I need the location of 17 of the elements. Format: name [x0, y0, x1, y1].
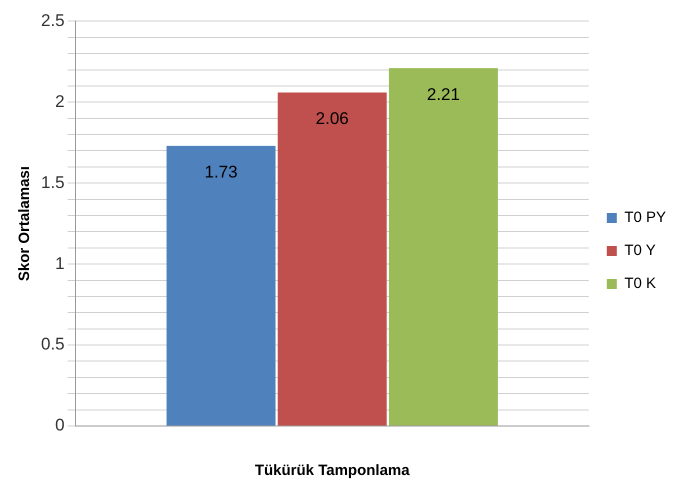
data-label: 2.06 [316, 109, 349, 128]
bar [166, 146, 276, 426]
y-tick-label: 0 [55, 416, 65, 435]
x-axis-title: Tükürük Tamponlama [254, 462, 410, 480]
y-tick-label: 2 [55, 92, 65, 111]
bar [388, 68, 498, 426]
data-label: 2.21 [426, 84, 460, 104]
legend-label: T0 Y [624, 242, 656, 260]
bar [278, 92, 387, 426]
legend-label: T0 PY [624, 209, 666, 226]
legend-label: T0 K [624, 275, 656, 292]
data-label: 1.73 [204, 162, 238, 182]
y-tick-label: 1.5 [40, 172, 65, 192]
y-tick-label: 0.5 [40, 334, 65, 354]
y-axis-title: Skor Ortalaması [16, 166, 34, 282]
y-tick-label: 2.5 [40, 10, 65, 30]
y-tick-label: 1 [55, 254, 65, 273]
